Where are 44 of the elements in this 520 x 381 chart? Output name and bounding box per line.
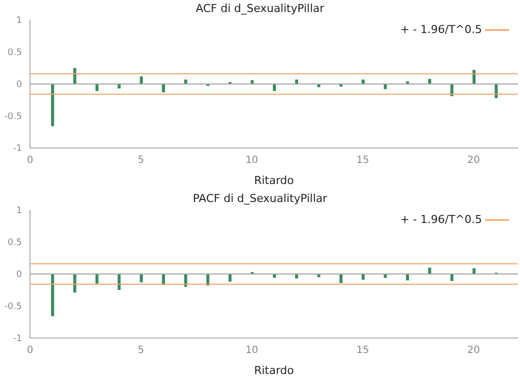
y-tick-label: -1 [13,144,22,154]
bar [228,274,232,282]
x-axis-title: Ritardo [254,174,294,187]
y-tick-label: -1 [13,334,22,344]
x-tick-label: 10 [245,345,258,356]
bar [95,84,98,92]
y-tick-label: -0.5 [4,112,22,122]
x-tick-label: 0 [26,155,34,166]
y-tick-label: 0.5 [8,238,22,248]
bar [339,274,342,283]
bar [73,68,76,84]
bar [406,274,409,280]
legend-label: + - 1.96/T^0.5 [400,213,482,226]
bar [450,274,454,282]
x-tick-label: 15 [356,155,370,166]
y-tick-label: 0 [16,270,22,280]
y-tick-label: 1 [16,206,22,216]
x-axis-title: Ritardo [254,364,294,377]
bar [51,84,54,126]
legend-label: + - 1.96/T^0.5 [400,23,482,36]
bar [140,76,143,84]
x-tick-label: 15 [356,345,370,356]
bar [162,84,165,92]
chart-title: ACF di d_SexualityPillar [194,2,326,15]
bar [51,274,54,316]
bar [362,274,365,280]
bar [272,84,276,92]
bar [118,274,121,290]
y-tick-label: 1 [16,16,22,26]
bar [95,274,98,284]
bar [73,274,76,293]
x-tick-label: 20 [467,345,480,356]
y-tick-label: 0.5 [8,48,22,58]
x-tick-label: 20 [467,155,480,166]
y-tick-label: 0 [16,80,22,90]
bar [472,268,476,274]
bar [428,268,432,274]
x-tick-label: 10 [245,155,258,166]
y-tick-label: -0.5 [4,302,22,312]
x-tick-label: 5 [138,155,144,166]
bar [140,274,143,282]
x-tick-label: 0 [26,345,34,356]
chart-title: PACF di d_SexualityPillar [192,192,328,205]
x-tick-label: 5 [138,345,144,356]
